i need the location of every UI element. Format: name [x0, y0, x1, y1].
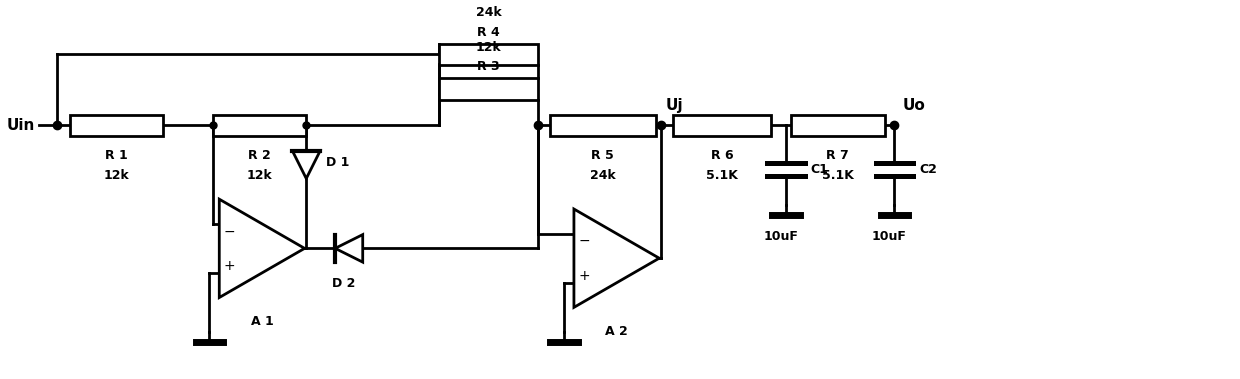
Text: D 1: D 1: [326, 156, 350, 169]
Text: Uin: Uin: [7, 118, 36, 133]
Polygon shape: [574, 209, 660, 307]
Polygon shape: [293, 151, 320, 179]
Text: A 2: A 2: [605, 325, 627, 338]
Text: R 6: R 6: [711, 149, 733, 162]
Bar: [69, 114, 164, 136]
Bar: [791, 114, 884, 136]
Text: 24k: 24k: [476, 6, 501, 19]
Bar: [439, 78, 538, 100]
Text: 12k: 12k: [247, 169, 273, 182]
Polygon shape: [335, 235, 363, 262]
Text: D 2: D 2: [332, 277, 356, 290]
Text: R 2: R 2: [248, 149, 270, 162]
Text: $+$: $+$: [223, 259, 236, 273]
Text: Uj: Uj: [666, 98, 683, 113]
Text: R 7: R 7: [826, 149, 849, 162]
Text: Uo: Uo: [903, 98, 925, 113]
Text: R 4: R 4: [477, 26, 500, 39]
Text: 24k: 24k: [590, 169, 616, 182]
Text: $-$: $-$: [578, 233, 590, 247]
Text: A 1: A 1: [250, 315, 273, 328]
Text: R 1: R 1: [105, 149, 128, 162]
Text: R 3: R 3: [477, 60, 500, 73]
Text: 5.1K: 5.1K: [822, 169, 853, 182]
Text: $+$: $+$: [578, 269, 590, 283]
Text: R 5: R 5: [591, 149, 614, 162]
Text: 10uF: 10uF: [764, 230, 799, 243]
Polygon shape: [219, 199, 305, 298]
Bar: [549, 114, 656, 136]
Text: 5.1K: 5.1K: [706, 169, 738, 182]
Text: $-$: $-$: [223, 224, 236, 238]
Bar: [213, 114, 306, 136]
Text: 12k: 12k: [104, 169, 129, 182]
Bar: [673, 114, 771, 136]
Text: C2: C2: [919, 163, 937, 176]
Text: 10uF: 10uF: [872, 230, 906, 243]
Text: C1: C1: [811, 163, 828, 176]
Text: 12k: 12k: [476, 41, 501, 53]
Bar: [439, 44, 538, 66]
